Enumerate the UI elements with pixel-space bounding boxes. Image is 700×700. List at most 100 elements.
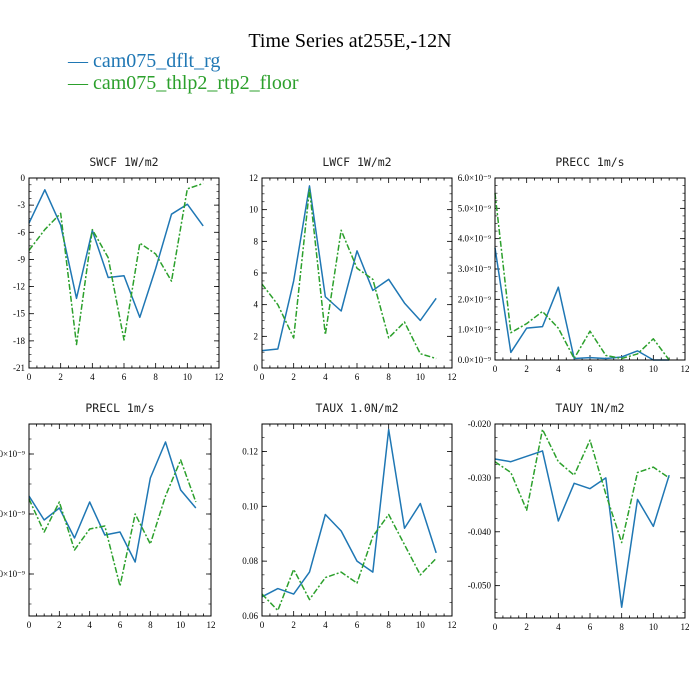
panel-2-ytick-label: 6	[254, 268, 259, 278]
panel-2-ytick-label: 2	[254, 331, 259, 341]
panel-2-xtick-label: 4	[323, 372, 328, 382]
panel-4-ytick-label: 0×10⁻⁹	[0, 509, 25, 519]
panel-5-xtick-label: 6	[355, 620, 360, 630]
panel-1-ytick-label: -18	[13, 336, 25, 346]
panel-4-xtick-label: 4	[87, 620, 92, 630]
panel-3-series-dflt	[494, 247, 670, 361]
panel-4-xtick-label: 10	[176, 620, 186, 630]
panel-2-ytick-label: 10	[249, 205, 259, 215]
panel-3-xtick-label: 12	[681, 364, 690, 374]
panel-4-xtick-label: 12	[207, 620, 216, 630]
panel-3-series-thlp2	[494, 193, 670, 361]
panel-3-title: PRECC 1m/s	[555, 155, 624, 169]
panel-6-xtick-label: 12	[681, 622, 690, 632]
panel-5-xtick-label: 0	[260, 620, 265, 630]
legend-label-dflt: cam075_dflt_rg	[93, 50, 221, 72]
panel-4-series-thlp2	[28, 459, 197, 587]
figure-title: Time Series at255E,-12N	[248, 30, 452, 52]
panel-3-ytick-label: 4.0×10⁻⁹	[458, 234, 491, 244]
panel-4-xtick-label: 8	[148, 620, 153, 630]
panel-6-xtick-label: 8	[619, 622, 624, 632]
legend-entry-dflt: — cam075_dflt_rg	[68, 50, 220, 73]
panel-3-xtick-label: 2	[524, 364, 529, 374]
legend-label-thlp2: cam075_thlp2_rtp2_floor	[93, 72, 299, 94]
panel-3-ytick-label: 2.0×10⁻⁹	[458, 294, 491, 304]
panel-5-title: TAUX 1.0N/m2	[315, 401, 398, 415]
panel-4-xtick-label: 2	[57, 620, 62, 630]
panel-1-ytick-label: -15	[13, 309, 25, 319]
panel-6-series-thlp2	[494, 428, 670, 544]
panel-3-ytick-label: 6.0×10⁻⁹	[458, 173, 491, 183]
panel-1-xtick-label: 12	[215, 372, 224, 382]
panel-1-title: SWCF 1W/m2	[89, 155, 158, 169]
panel-2-ytick-label: 0	[254, 363, 259, 373]
panel-3-xtick-label: 0	[493, 364, 498, 374]
panel-6-xtick-label: 6	[588, 622, 593, 632]
panel-1-series-thlp2	[28, 182, 204, 346]
panel-6-xtick-label: 10	[649, 622, 659, 632]
panel-5-series-thlp2	[261, 513, 437, 612]
panel-5-xtick-label: 10	[416, 620, 426, 630]
panel-4-ytick-label: 0×10⁻⁹	[0, 569, 25, 579]
panel-1-frame	[28, 177, 220, 369]
panel-2-xtick-label: 2	[291, 372, 296, 382]
panel-1-xtick-label: 2	[58, 372, 63, 382]
legend-marker-dflt: —	[68, 50, 93, 72]
panel-2-xtick-label: 12	[448, 372, 457, 382]
panel-1-ytick-label: -3	[18, 200, 26, 210]
panel-5-xtick-label: 4	[323, 620, 328, 630]
panel-2-series-dflt	[261, 185, 437, 352]
panel-3-xtick-label: 8	[619, 364, 624, 374]
panel-1-xtick-label: 8	[153, 372, 158, 382]
panel-5-xtick-label: 12	[448, 620, 457, 630]
panel-2-xtick-label: 0	[260, 372, 265, 382]
panel-2-series-thlp2	[261, 188, 437, 360]
panel-3-ytick-label: 3.0×10⁻⁹	[458, 264, 491, 274]
panel-1-ytick-label: 0	[21, 173, 26, 183]
panel-2-xtick-label: 10	[416, 372, 426, 382]
panel-4-title: PRECL 1m/s	[85, 401, 154, 415]
panel-4-frame	[28, 423, 212, 617]
panel-4-xtick-label: 0	[27, 620, 32, 630]
panel-3-frame	[494, 177, 686, 361]
panel-2-frame	[261, 177, 453, 369]
panel-1-xtick-label: 10	[183, 372, 193, 382]
panel-5-xtick-label: 8	[386, 620, 391, 630]
panel-3-ytick-label: 5.0×10⁻⁹	[458, 203, 491, 213]
panel-6-frame	[494, 423, 686, 619]
panel-3-xtick-label: 10	[649, 364, 659, 374]
panel-5-xtick-label: 2	[291, 620, 296, 630]
panel-6-xtick-label: 2	[524, 622, 529, 632]
panel-6-ytick-label: -0.040	[468, 527, 492, 537]
panel-1-xtick-label: 6	[122, 372, 127, 382]
panel-6-ytick-label: -0.020	[468, 419, 492, 429]
panel-4-ytick-label: 0×10⁻⁹	[0, 449, 25, 459]
panel-3-xtick-label: 4	[556, 364, 561, 374]
panel-5-ytick-label: 0.06	[242, 611, 258, 621]
panel-4-series-dflt	[28, 441, 197, 563]
panel-3-xtick-label: 6	[588, 364, 593, 374]
panel-3-ytick-label: 0.0×10⁻⁹	[458, 355, 491, 365]
panel-5-ytick-label: 0.08	[242, 556, 258, 566]
panel-1-ytick-label: -21	[13, 363, 25, 373]
panel-1-ytick-label: -9	[18, 254, 26, 264]
panel-1-series-dflt	[28, 189, 204, 319]
panel-2-ytick-label: 4	[254, 300, 259, 310]
panel-6-ytick-label: -0.030	[468, 473, 492, 483]
panel-6-series-dflt	[494, 450, 670, 608]
panel-6-xtick-label: 4	[556, 622, 561, 632]
panel-6-title: TAUY 1N/m2	[555, 401, 624, 415]
panel-5-series-dflt	[261, 428, 437, 598]
panel-6-ytick-label: -0.050	[468, 581, 492, 591]
panel-2-ytick-label: 12	[249, 173, 258, 183]
panel-5-ytick-label: 0.10	[242, 501, 258, 511]
panel-5-ytick-label: 0.12	[242, 446, 258, 456]
panel-3-ytick-label: 1.0×10⁻⁹	[458, 325, 491, 335]
panel-2-xtick-label: 8	[386, 372, 391, 382]
panel-1-ytick-label: -6	[18, 227, 26, 237]
panel-2-xtick-label: 6	[355, 372, 360, 382]
legend-entry-thlp2: — cam075_thlp2_rtp2_floor	[68, 72, 299, 95]
panel-1-xtick-label: 0	[27, 372, 32, 382]
panel-4-xtick-label: 6	[118, 620, 123, 630]
